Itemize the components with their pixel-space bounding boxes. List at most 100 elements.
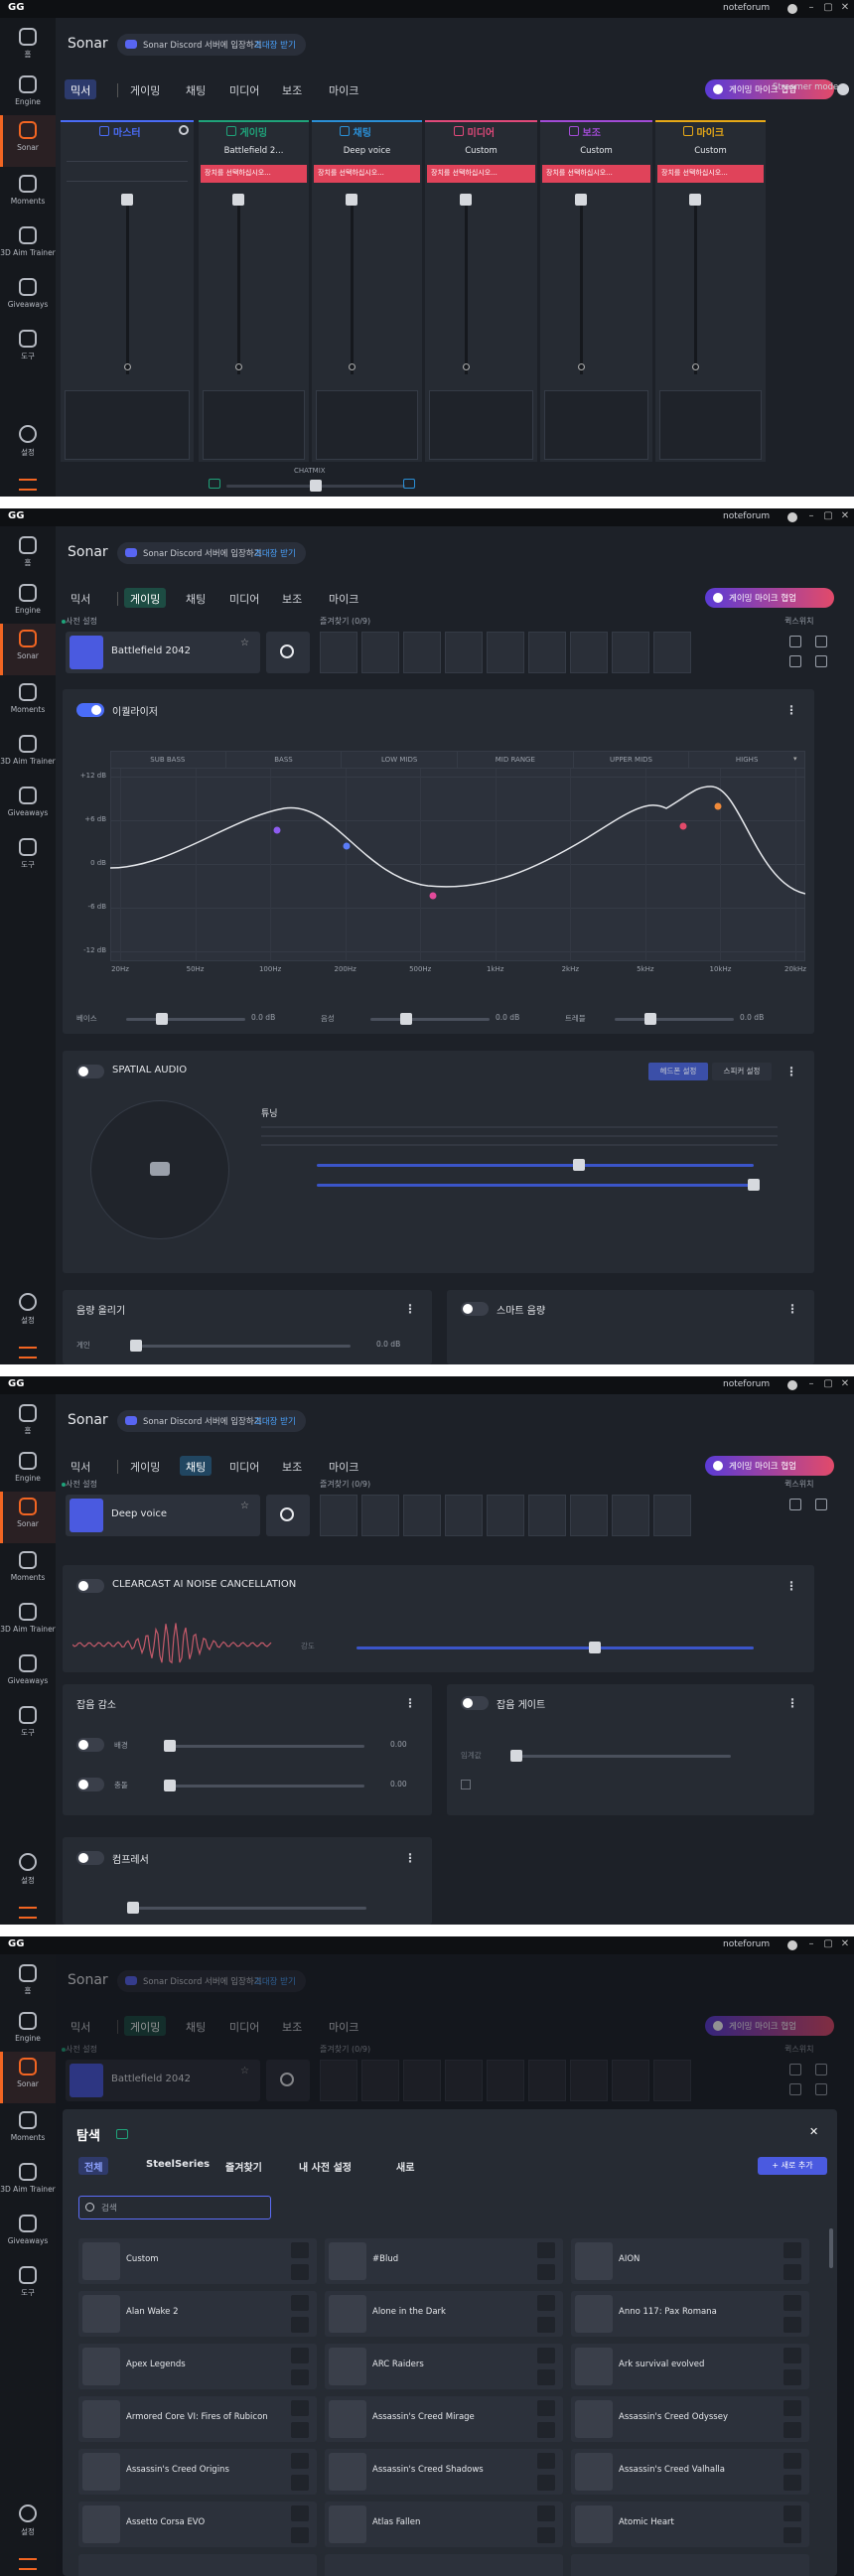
nav-label[interactable]: Sonar <box>17 2079 39 2088</box>
nav-icon[interactable] <box>19 278 37 296</box>
preset-card-more[interactable] <box>291 2317 309 2333</box>
preset-card[interactable]: Assassin's Creed Odyssey <box>571 2396 809 2442</box>
nav-label[interactable]: 설정 <box>21 1316 35 1325</box>
more-button[interactable]: ⋮ <box>404 1696 416 1710</box>
more-button[interactable]: ⋮ <box>785 703 797 717</box>
nav-icon[interactable] <box>19 1498 37 1515</box>
favorite-slot[interactable] <box>528 1495 566 1536</box>
toggle[interactable] <box>76 1065 104 1078</box>
window-button[interactable]: – <box>808 2 814 13</box>
favorite-slot[interactable] <box>570 632 608 673</box>
quick-icon[interactable] <box>815 636 827 647</box>
preset-card-fav[interactable] <box>537 2295 555 2311</box>
device-warning-text[interactable]: 장치를 선택하십시오... <box>431 169 498 177</box>
slider-thumb[interactable] <box>156 1013 168 1025</box>
window-button[interactable]: ▢ <box>823 510 833 521</box>
volume-thumb[interactable] <box>688 194 701 206</box>
nav-icon[interactable] <box>19 226 37 244</box>
preset-card-fav[interactable] <box>537 2348 555 2363</box>
channel-preset[interactable]: Battlefield 2... <box>223 146 284 156</box>
eq-band[interactable]: MID RANGE <box>458 751 574 769</box>
section-tab[interactable]: 마이크 <box>329 593 359 606</box>
preset-card-more[interactable] <box>537 2369 555 2385</box>
nav-label[interactable]: Giveaways <box>7 1676 49 1685</box>
preset-card-more[interactable] <box>537 2527 555 2543</box>
preset-card-more[interactable] <box>537 2317 555 2333</box>
preset-card-more[interactable] <box>783 2527 801 2543</box>
slider-thumb[interactable] <box>310 480 322 492</box>
favorite-slot[interactable] <box>612 632 649 673</box>
preset-card[interactable]: Ark survival evolved <box>571 2344 809 2389</box>
preset-card-more[interactable] <box>291 2527 309 2543</box>
toggle[interactable] <box>461 1302 489 1316</box>
preset-card-more[interactable] <box>783 2369 801 2385</box>
quick-icon[interactable] <box>815 655 827 667</box>
window-button[interactable]: ✕ <box>840 2 850 13</box>
nav-label[interactable]: Giveaways <box>7 2236 49 2245</box>
preset-card-fav[interactable] <box>291 2242 309 2258</box>
preset-card[interactable]: Custom <box>78 2238 317 2284</box>
preset-card-fav[interactable] <box>783 2295 801 2311</box>
favorite-slot[interactable] <box>320 2060 357 2101</box>
nav-icon[interactable] <box>19 330 37 348</box>
favorite-slot[interactable] <box>320 632 357 673</box>
channel-preset[interactable]: Deep voice <box>343 146 391 156</box>
channel-preset[interactable]: Custom <box>465 146 498 156</box>
nav-icon[interactable] <box>19 1404 37 1422</box>
window-button[interactable]: – <box>808 510 814 521</box>
section-tab[interactable]: 보조 <box>282 84 303 97</box>
favorite-slot[interactable] <box>361 2060 399 2101</box>
discord-invite[interactable]: 초대장 받기 <box>254 41 296 51</box>
browse-tab[interactable]: SteelSeries <box>146 2159 211 2170</box>
volume-thumb[interactable] <box>345 194 357 206</box>
favorite-slot[interactable] <box>403 632 441 673</box>
preset-card[interactable]: Assassin's Creed Origins <box>78 2449 317 2495</box>
preset-card-fav[interactable] <box>783 2505 801 2521</box>
section-tab[interactable]: 채팅 <box>186 593 207 606</box>
quick-icon[interactable] <box>789 2083 801 2095</box>
preset-card-more[interactable] <box>783 2422 801 2438</box>
nav-label[interactable]: Engine <box>15 97 41 106</box>
preset-card[interactable]: Atlas Fallen <box>325 2502 563 2547</box>
nav-icon[interactable] <box>19 121 37 139</box>
preset-card[interactable]: Assassin's Creed Valhalla <box>571 2449 809 2495</box>
section-tab[interactable]: 마이크 <box>329 2021 359 2034</box>
nav-icon[interactable] <box>19 75 37 93</box>
preset-card-more[interactable] <box>291 2369 309 2385</box>
preset-card[interactable]: Assassin's Creed Mirage <box>325 2396 563 2442</box>
favorite-slot[interactable] <box>570 1495 608 1536</box>
nav-label[interactable]: Giveaways <box>7 808 49 817</box>
browse-tab[interactable]: 전체 <box>78 2157 109 2175</box>
window-button[interactable]: – <box>808 1378 814 1389</box>
window-button[interactable]: ✕ <box>840 1938 850 1949</box>
section-tab[interactable]: 채팅 <box>186 2021 207 2034</box>
nav-icon[interactable] <box>19 1551 37 1569</box>
preset-card-fav[interactable] <box>291 2505 309 2521</box>
collab-button[interactable]: 게이밍 마이크 협업 <box>705 2016 834 2036</box>
nav-icon[interactable] <box>19 28 37 46</box>
eq-band[interactable]: BASS <box>225 751 343 769</box>
section-tab[interactable]: 미디어 <box>229 2021 260 2034</box>
slider-thumb[interactable] <box>510 1750 523 1762</box>
nav-icon[interactable] <box>19 1706 37 1724</box>
nav-label[interactable]: Sonar <box>17 143 39 152</box>
preset-card-more[interactable] <box>537 2264 555 2280</box>
section-tab[interactable]: 미디어 <box>229 593 260 606</box>
favorite-slot[interactable] <box>653 2060 691 2101</box>
nav-icon[interactable] <box>19 1293 37 1311</box>
discord-invite[interactable]: 초대장 받기 <box>254 1977 296 1987</box>
spatial-listener[interactable] <box>150 1162 170 1176</box>
window-button[interactable]: ✕ <box>840 1378 850 1389</box>
master-gear[interactable] <box>179 125 189 135</box>
nav-label[interactable]: Sonar <box>17 651 39 660</box>
nav-icon[interactable] <box>19 175 37 193</box>
toggle[interactable] <box>76 1778 104 1791</box>
eq-band[interactable]: LOW MIDS <box>342 751 458 769</box>
spatial-mode[interactable]: 헤드폰 설정 <box>648 1063 708 1080</box>
discord-invite[interactable]: 초대장 받기 <box>254 549 296 559</box>
device-warning-text[interactable]: 장치를 선택하십시오... <box>661 169 728 177</box>
browse-tab[interactable]: 내 사전 설정 <box>299 2163 352 2174</box>
nav-icon[interactable] <box>19 1964 37 1982</box>
device-warning-text[interactable]: 장치를 선택하십시오... <box>318 169 384 177</box>
nav-icon[interactable] <box>19 683 37 701</box>
